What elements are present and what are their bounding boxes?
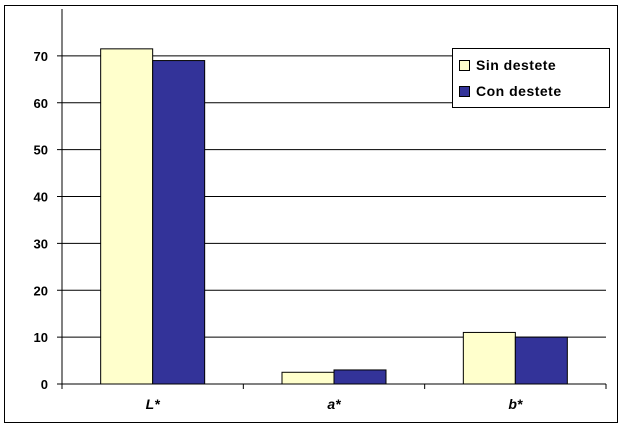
legend-label-sin-destete: Sin destete [476, 57, 557, 73]
x-category-label-3: b* [508, 396, 523, 412]
bar-sin-destete-3 [462, 331, 516, 385]
y-tick-label-30: 30 [34, 236, 48, 251]
legend-item-sin-destete: Sin destete [459, 55, 556, 75]
bar-sin-destete-1 [100, 48, 154, 385]
x-category-label-1: L* [146, 396, 161, 412]
y-tick-label-20: 20 [34, 283, 48, 298]
bar-sin-destete-2 [281, 371, 335, 385]
legend: Sin destete Con destete [452, 48, 610, 108]
y-tick-label-50: 50 [34, 143, 48, 158]
x-category-label-2: a* [327, 396, 341, 412]
y-tick-label-60: 60 [34, 96, 48, 111]
bar-con-destete-2 [333, 369, 387, 385]
y-tick-label-10: 10 [34, 330, 48, 345]
y-tick-label-40: 40 [34, 190, 48, 205]
bar-con-destete-1 [152, 60, 206, 385]
y-tick-label-70: 70 [34, 49, 48, 64]
bar-con-destete-3 [514, 336, 568, 385]
legend-swatch-sin-destete [459, 59, 470, 71]
legend-label-con-destete: Con destete [476, 83, 562, 99]
y-tick-label-0: 0 [41, 377, 48, 392]
legend-swatch-con-destete [459, 85, 470, 97]
legend-item-con-destete: Con destete [459, 81, 562, 101]
